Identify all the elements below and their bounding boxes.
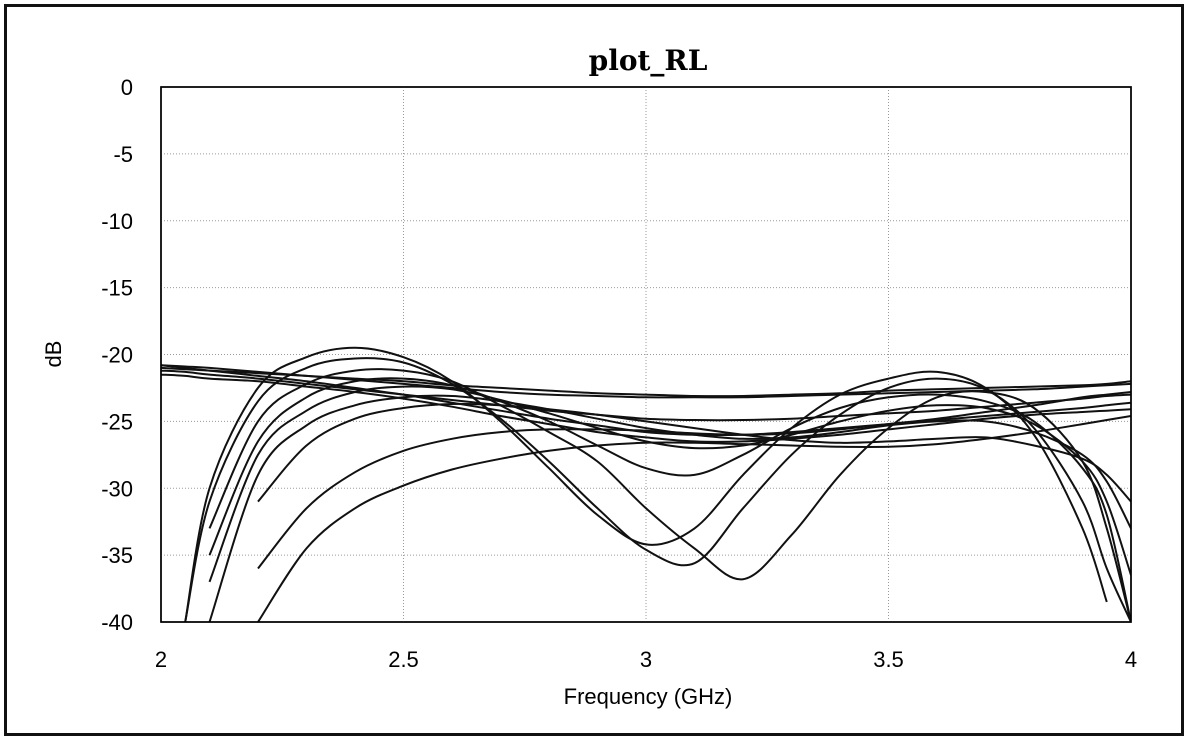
y-tick-label: -5	[113, 142, 133, 167]
series-line-12	[161, 369, 1131, 422]
y-tick-label: -15	[101, 276, 133, 301]
series-line-13	[161, 364, 1131, 437]
y-tick-label: -10	[101, 209, 133, 234]
y-tick-label: -40	[101, 610, 133, 635]
x-tick-label: 3.5	[873, 647, 904, 672]
series-line-9	[257, 415, 1131, 622]
series-line-3	[208, 368, 1131, 622]
y-axis-label: dB	[41, 341, 66, 368]
series-line-2	[184, 357, 1131, 622]
y-tick-label: -20	[101, 343, 133, 368]
x-tick-label: 2.5	[388, 647, 419, 672]
chart-frame: plot_RL 2 2.5 3 3.5 4 0 -5 -10 -15 -20 -25 -30 -35 -…	[4, 4, 1184, 736]
series-line-11	[161, 366, 1131, 398]
series-line-4	[208, 377, 1131, 622]
y-tick-labels: 0 -5 -10 -15 -20 -25 -30 -35 -40	[101, 75, 133, 635]
y-tick-label: -25	[101, 409, 133, 434]
y-tick-label: 0	[121, 75, 133, 100]
curves	[161, 346, 1131, 622]
y-tick-label: -30	[101, 476, 133, 501]
grid	[161, 87, 1131, 622]
series-line-14	[161, 373, 1131, 443]
x-axis-label: Frequency (GHz)	[564, 684, 733, 709]
x-tick-label: 2	[155, 647, 167, 672]
y-tick-label: -35	[101, 543, 133, 568]
x-tick-label: 4	[1125, 647, 1137, 672]
series-line-7	[257, 402, 1131, 503]
chart-title: plot_RL	[589, 44, 708, 77]
chart-svg: plot_RL 2 2.5 3 3.5 4 0 -5 -10 -15 -20 -25 -30 -35 -…	[41, 44, 1137, 709]
x-tick-label: 3	[640, 647, 652, 672]
x-tick-labels: 2 2.5 3 3.5 4	[155, 647, 1137, 672]
plot-area-border	[160, 86, 1132, 623]
